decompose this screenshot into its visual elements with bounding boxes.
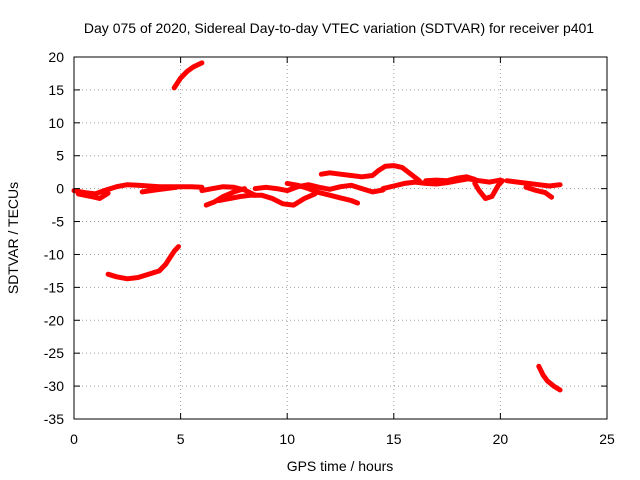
series-arc-7 bbox=[199, 184, 258, 198]
plot-frame bbox=[73, 56, 608, 420]
x-tick-label: 25 bbox=[599, 431, 615, 447]
y-tick-label: 10 bbox=[48, 115, 64, 131]
series-arc-11 bbox=[318, 163, 422, 184]
series-arc-9 bbox=[252, 182, 386, 195]
series-arc-3 bbox=[139, 184, 179, 195]
series-arc-8 bbox=[216, 191, 318, 208]
y-tick-label: 5 bbox=[56, 148, 64, 164]
y-tick-label: -10 bbox=[44, 246, 64, 262]
y-tick-label: -5 bbox=[52, 214, 65, 230]
chart-title: Day 075 of 2020, Sidereal Day-to-day VTE… bbox=[84, 20, 594, 36]
x-axis-label: GPS time / hours bbox=[287, 458, 394, 474]
y-tick-label: -35 bbox=[44, 411, 64, 427]
x-tick-label: 20 bbox=[493, 431, 509, 447]
y-tick-label: -25 bbox=[44, 345, 64, 361]
x-tick-label: 15 bbox=[386, 431, 402, 447]
series-arc-6 bbox=[203, 186, 248, 208]
axis-ticks bbox=[73, 56, 608, 420]
series-arc-13 bbox=[423, 174, 478, 184]
series-arc-15 bbox=[504, 178, 563, 189]
series-arc-1 bbox=[71, 182, 205, 197]
y-axis-label: SDTVAR / TECUs bbox=[5, 182, 21, 294]
series-arc-17 bbox=[536, 363, 563, 393]
y-tick-label: -20 bbox=[44, 312, 64, 328]
data-series bbox=[71, 60, 563, 393]
series-arc-16 bbox=[523, 184, 555, 200]
y-tick-label: -15 bbox=[44, 279, 64, 295]
y-tick-label: 0 bbox=[56, 181, 64, 197]
series-arc-10 bbox=[284, 180, 361, 206]
series-arc-14 bbox=[472, 178, 505, 201]
grid-lines bbox=[74, 57, 607, 419]
x-axis-tick-labels: 0 5 10 15 20 25 bbox=[70, 431, 615, 447]
series-arc-12 bbox=[380, 176, 503, 192]
series-arc-2 bbox=[75, 190, 111, 201]
x-tick-label: 10 bbox=[279, 431, 295, 447]
y-axis-tick-labels: -35 -30 -25 -20 -15 -10 -5 0 5 10 15 20 bbox=[44, 49, 64, 427]
x-tick-label: 0 bbox=[70, 431, 78, 447]
y-tick-label: 15 bbox=[48, 82, 64, 98]
series-arc-5 bbox=[171, 60, 205, 91]
series-arc-4 bbox=[105, 244, 181, 282]
y-tick-label: 20 bbox=[48, 49, 64, 65]
x-tick-label: 5 bbox=[177, 431, 185, 447]
y-tick-label: -30 bbox=[44, 378, 64, 394]
